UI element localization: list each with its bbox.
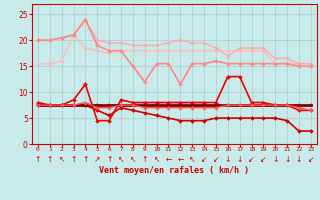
Text: ↑: ↑ xyxy=(70,155,77,164)
Text: ↖: ↖ xyxy=(153,155,160,164)
Text: ↖: ↖ xyxy=(59,155,65,164)
Text: ←: ← xyxy=(165,155,172,164)
Text: ↑: ↑ xyxy=(106,155,112,164)
Text: ↖: ↖ xyxy=(189,155,196,164)
Text: ↑: ↑ xyxy=(141,155,148,164)
Text: ↓: ↓ xyxy=(272,155,278,164)
Text: ↙: ↙ xyxy=(248,155,255,164)
Text: ↓: ↓ xyxy=(296,155,302,164)
Text: ↙: ↙ xyxy=(260,155,267,164)
Text: ↙: ↙ xyxy=(308,155,314,164)
Text: ↖: ↖ xyxy=(118,155,124,164)
Text: ↓: ↓ xyxy=(225,155,231,164)
Text: ↑: ↑ xyxy=(35,155,41,164)
Text: ↖: ↖ xyxy=(130,155,136,164)
Text: ↙: ↙ xyxy=(201,155,207,164)
Text: ↓: ↓ xyxy=(236,155,243,164)
Text: ↙: ↙ xyxy=(213,155,219,164)
Text: ↓: ↓ xyxy=(284,155,290,164)
Text: ↑: ↑ xyxy=(82,155,89,164)
Text: ↑: ↑ xyxy=(47,155,53,164)
Text: ←: ← xyxy=(177,155,184,164)
Text: ↗: ↗ xyxy=(94,155,100,164)
X-axis label: Vent moyen/en rafales ( km/h ): Vent moyen/en rafales ( km/h ) xyxy=(100,166,249,175)
